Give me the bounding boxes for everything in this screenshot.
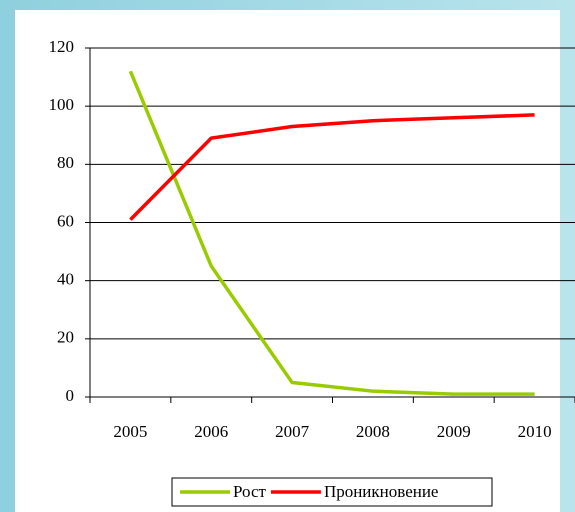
y-tick-label: 20 <box>57 328 74 347</box>
legend-label: Проникновение <box>324 482 439 501</box>
x-tick-label: 2010 <box>518 422 552 441</box>
y-tick-label: 0 <box>66 386 75 405</box>
x-tick-label: 2009 <box>437 422 471 441</box>
x-tick-label: 2005 <box>113 422 147 441</box>
x-tick-label: 2007 <box>275 422 310 441</box>
x-tick-label: 2008 <box>356 422 390 441</box>
series-line <box>128 70 535 396</box>
y-tick-label: 80 <box>57 153 74 172</box>
chart-panel <box>15 10 560 512</box>
legend-label: Рост <box>233 482 267 501</box>
x-tick-label: 2006 <box>194 422 228 441</box>
y-tick-label: 40 <box>57 270 74 289</box>
y-tick-label: 120 <box>49 37 75 56</box>
y-tick-label: 60 <box>57 211 74 230</box>
y-tick-label: 100 <box>49 95 75 114</box>
series-line <box>129 113 535 221</box>
